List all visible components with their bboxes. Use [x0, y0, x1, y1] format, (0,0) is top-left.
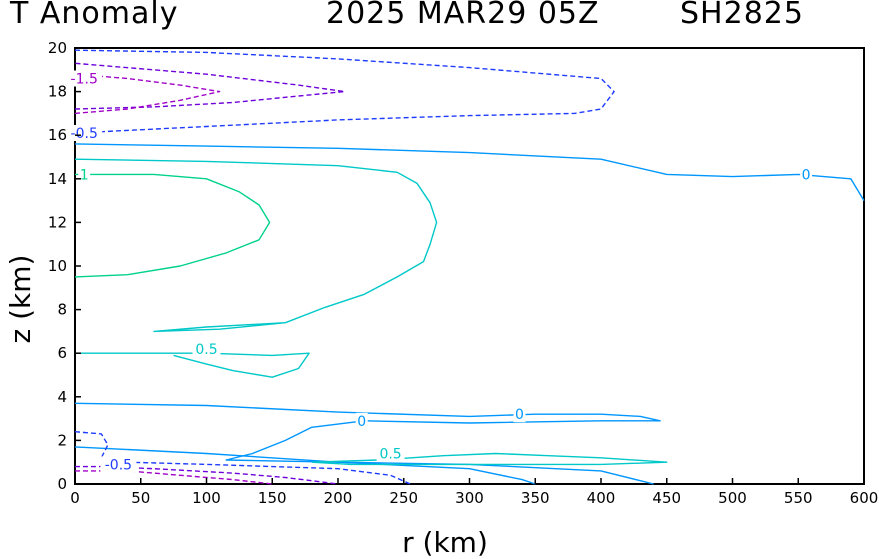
- contour-line-neg0p5-7: [74, 49, 615, 134]
- x-tick-label: 50: [131, 489, 150, 507]
- x-axis-label: r (km): [402, 526, 488, 559]
- x-tick-label: 600: [850, 489, 879, 507]
- contour-line-neg1p5-11: [74, 73, 221, 115]
- y-tick-label: 0: [57, 475, 67, 493]
- contour-label: -0.5: [105, 457, 132, 473]
- x-axis-ticks: 0 50 100 150 200 250 300 350 400 450 500 550 600: [70, 478, 878, 507]
- chart-title-storm: SH2825: [680, 0, 804, 31]
- plot-frame: [74, 47, 865, 485]
- contour-line-0-2: [74, 446, 536, 485]
- contour-line-neg1-10: [75, 465, 339, 485]
- contour-label-bg: [355, 412, 368, 429]
- x-tick-label: 550: [784, 489, 813, 507]
- x-tick-label: 300: [455, 489, 484, 507]
- contour-label: 0: [802, 167, 811, 183]
- contour-label-bg: [192, 340, 221, 357]
- contour-line-0p5-4: [74, 158, 438, 333]
- y-tick-label: 2: [57, 431, 67, 449]
- contour-label-bg: [376, 445, 405, 462]
- contour-layer: [74, 49, 865, 485]
- x-tick-label: 150: [258, 489, 287, 507]
- x-tick-label: 450: [652, 489, 681, 507]
- y-tick-label: 18: [48, 83, 67, 101]
- x-tick-label: 0: [70, 489, 80, 507]
- y-tick-label: 8: [57, 301, 67, 319]
- contour-label: 0: [515, 407, 524, 423]
- x-tick-label: 200: [324, 489, 353, 507]
- x-tick-label: 500: [718, 489, 747, 507]
- y-tick-label: 12: [48, 213, 67, 231]
- contour-label: -0.5: [71, 126, 98, 142]
- contour-label-bg: [66, 70, 103, 87]
- y-tick-label: 4: [57, 388, 67, 406]
- y-tick-label: 20: [48, 39, 67, 57]
- y-axis-ticks: 0 2 4 6 8 10 12 14 16 18 20: [48, 39, 81, 493]
- contour-label: 0.5: [195, 342, 217, 358]
- contour-label: 1: [80, 167, 89, 183]
- y-tick-label: 16: [48, 126, 67, 144]
- contour-line-0p5-3: [75, 352, 310, 378]
- contour-label-layer: -1.5 -0.5 1 0 0.5 0 0 0.5 -0.5: [66, 70, 813, 473]
- x-tick-label: 250: [389, 489, 418, 507]
- contour-label: 0.5: [379, 447, 401, 463]
- x-tick-label: 100: [192, 489, 221, 507]
- y-tick-label: 10: [48, 257, 67, 275]
- chart-title-datetime: 2025 MAR29 05Z: [326, 0, 600, 31]
- contour-label-bg: [66, 125, 103, 141]
- chart-title-variable: T Anomaly: [10, 0, 179, 31]
- y-tick-label: 6: [57, 344, 67, 362]
- x-tick-label: 400: [587, 489, 616, 507]
- contour-line-1-6: [74, 173, 271, 278]
- contour-label: -1.5: [71, 72, 98, 88]
- contour-label-bg: [78, 166, 91, 183]
- y-tick-label: 14: [48, 170, 67, 188]
- contour-line-neg1-9: [74, 62, 346, 110]
- contour-line-0p5-5: [311, 452, 668, 466]
- contour-label-bg: [800, 166, 813, 183]
- x-tick-label: 350: [521, 489, 550, 507]
- contour-label-bg: [513, 406, 526, 423]
- y-axis-label: z (km): [4, 255, 37, 344]
- contour-label: 0: [357, 414, 366, 430]
- contour-label-bg: [100, 456, 137, 473]
- contour-line-0-0: [74, 143, 865, 201]
